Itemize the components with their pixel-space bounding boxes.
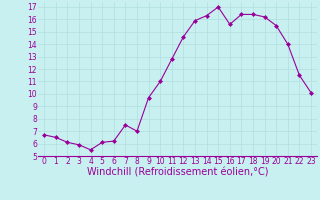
X-axis label: Windchill (Refroidissement éolien,°C): Windchill (Refroidissement éolien,°C) [87,168,268,178]
